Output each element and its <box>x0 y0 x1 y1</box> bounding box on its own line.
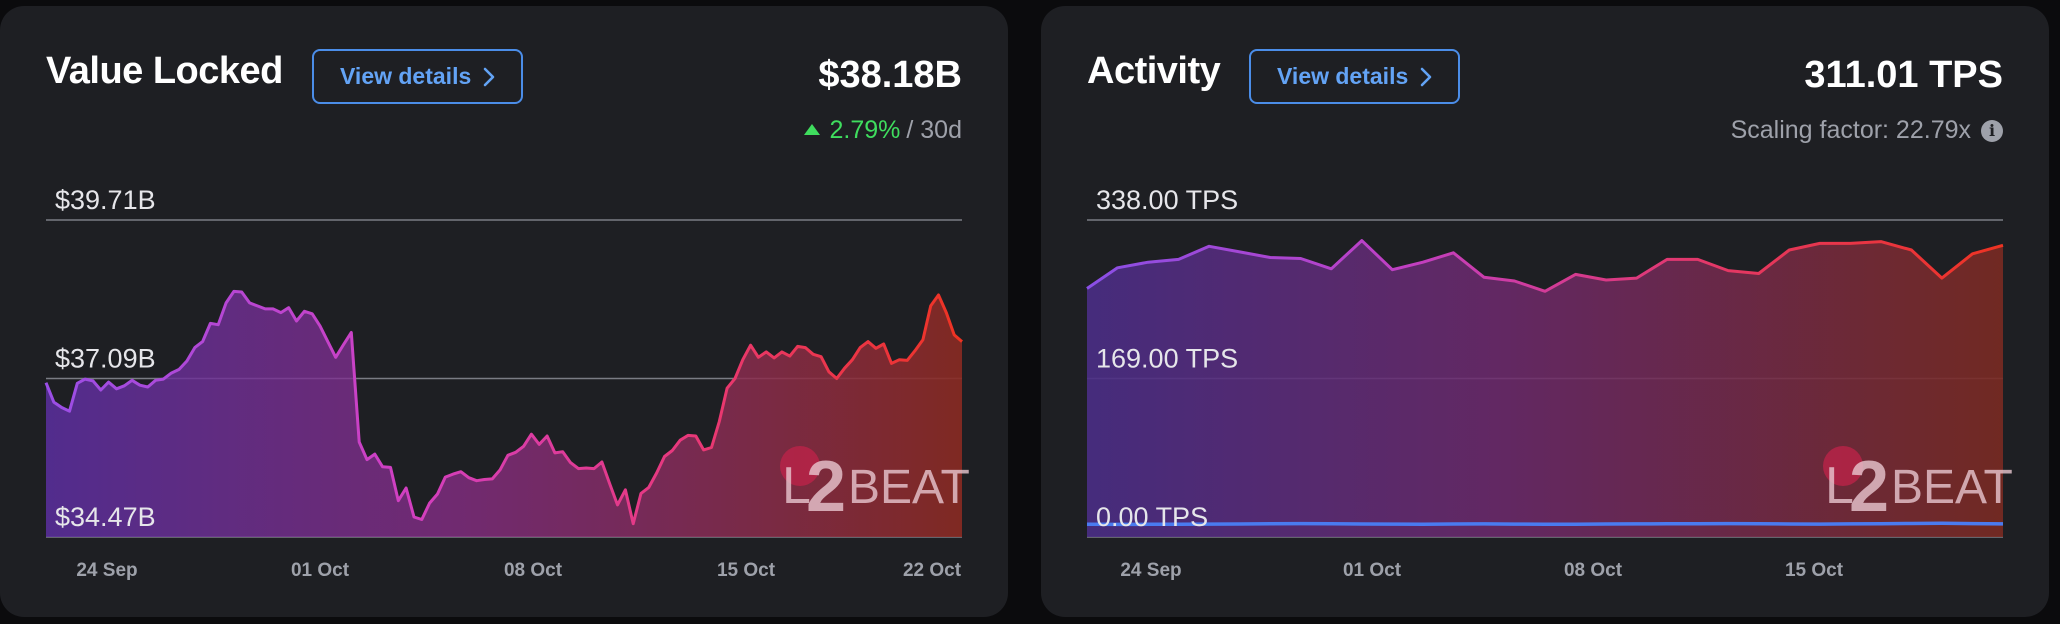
x-axis-label: 24 Sep <box>1120 560 1181 581</box>
series-area <box>1087 240 2003 537</box>
svg-text:L: L <box>782 457 811 515</box>
activity-chart[interactable]: L 2 BEAT 338.00 TPS 169.00 TPS 0.00 TPS 24… <box>1041 6 2049 617</box>
y-axis-label: $34.47B <box>55 502 156 532</box>
l2beat-logo: L 2 BEAT <box>780 446 970 527</box>
y-axis-label: $39.71B <box>55 185 156 215</box>
chevron-right-icon <box>1420 67 1432 86</box>
x-axis-label: 15 Oct <box>717 560 776 581</box>
y-axis-label: 0.00 TPS <box>1096 502 1208 532</box>
tvl-chart[interactable]: L 2 BEAT $39.71B $37.09B $34.47B 24 Sep 01 … <box>0 6 1008 617</box>
x-axis-label: 08 Oct <box>1564 560 1623 581</box>
scaling-factor-text: Scaling factor: 22.79x <box>1730 116 1971 144</box>
activity-value: 311.01 TPS <box>1804 54 2003 96</box>
chevron-right-icon <box>483 67 495 86</box>
tvl-change-percent: 2.79% <box>829 116 901 144</box>
x-axis-label: 22 Oct <box>903 560 962 581</box>
activity-title: Activity <box>1087 50 1221 92</box>
view-details-tvl-button[interactable]: View details <box>312 49 524 104</box>
svg-text:2: 2 <box>1849 447 1889 527</box>
view-details-label: View details <box>340 63 472 89</box>
x-axis-label: 15 Oct <box>1785 560 1844 581</box>
l2beat-logo: L 2 BEAT <box>1823 446 2013 527</box>
y-axis-label: $37.09B <box>55 344 156 374</box>
svg-text:2: 2 <box>806 447 846 527</box>
activity-card: Activity View details 311.01 TPS Scaling… <box>1041 6 2049 617</box>
series-area <box>46 291 962 537</box>
svg-text:BEAT: BEAT <box>848 461 970 514</box>
value-locked-title: Value Locked <box>46 50 283 92</box>
x-axis-label: 08 Oct <box>504 560 563 581</box>
value-locked-card: Value Locked View details $38.18B 2.79% … <box>0 6 1008 617</box>
x-axis-label: 01 Oct <box>1343 560 1402 581</box>
svg-text:L: L <box>1825 457 1854 515</box>
view-details-label: View details <box>1277 63 1409 89</box>
view-details-activity-button[interactable]: View details <box>1249 49 1461 104</box>
info-icon[interactable]: i <box>1981 119 2003 142</box>
y-axis-label: 338.00 TPS <box>1096 185 1238 215</box>
series-line <box>1086 239 2004 293</box>
ethereum-series-line <box>1086 521 2004 527</box>
x-axis-label: 01 Oct <box>291 560 350 581</box>
x-axis-label: 24 Sep <box>76 560 137 581</box>
y-axis-label: 169.00 TPS <box>1096 344 1238 374</box>
tvl-change-line: 2.79% / 30d <box>803 116 962 145</box>
scaling-factor-line: Scaling factor: 22.79x i <box>1731 116 2003 145</box>
arrow-up-icon <box>803 124 820 135</box>
tvl-value: $38.18B <box>818 54 962 96</box>
svg-text:BEAT: BEAT <box>1891 461 2013 514</box>
tvl-change-period: / 30d <box>906 116 962 144</box>
series-line <box>44 289 963 526</box>
